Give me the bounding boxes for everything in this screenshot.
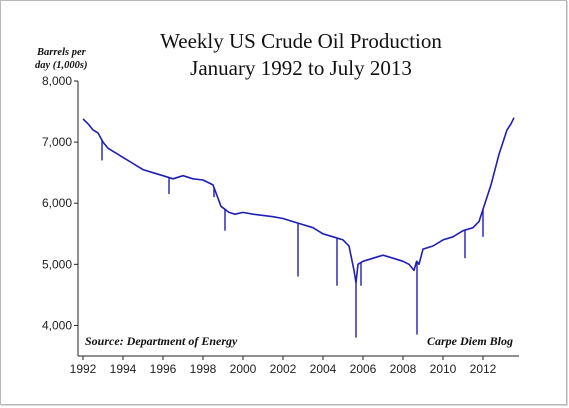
y-tick-label: 7,000 xyxy=(42,135,72,149)
credit-note: Carpe Diem Blog xyxy=(427,334,513,348)
x-tick-label: 2012 xyxy=(470,362,497,376)
x-tick-label: 2006 xyxy=(350,362,377,376)
y-tick-label: 6,000 xyxy=(42,196,72,210)
x-tick-label: 2000 xyxy=(230,362,257,376)
x-ticks: 1992 1994 1996 1998 2000 2002 2004 2006 2008 2010… xyxy=(70,356,497,376)
chart-title: Weekly US Crude Oil Production xyxy=(160,29,442,53)
production-series-line xyxy=(82,117,515,284)
source-note: Source: Department of Energy xyxy=(85,334,238,348)
x-tick-label: 2004 xyxy=(310,362,337,376)
x-tick-label: 1998 xyxy=(190,362,217,376)
y-axis-label-line2: day (1,000s) xyxy=(35,60,88,71)
y-tick-label: 8,000 xyxy=(42,74,72,88)
y-ticks: 4,000 5,000 6,000 7,000 8,000 xyxy=(42,74,78,332)
production-dips xyxy=(101,140,484,338)
x-tick-label: 1996 xyxy=(150,362,177,376)
x-tick-label: 1992 xyxy=(70,362,97,376)
chart-subtitle: January 1992 to July 2013 xyxy=(190,56,412,80)
x-tick-label: 1994 xyxy=(110,362,137,376)
y-tick-label: 4,000 xyxy=(42,318,72,332)
y-tick-label: 5,000 xyxy=(42,257,72,271)
x-tick-label: 2010 xyxy=(430,362,457,376)
x-tick-label: 2008 xyxy=(390,362,417,376)
y-axis-label-line1: Barrels per xyxy=(36,47,87,58)
x-tick-label: 2002 xyxy=(270,362,297,376)
